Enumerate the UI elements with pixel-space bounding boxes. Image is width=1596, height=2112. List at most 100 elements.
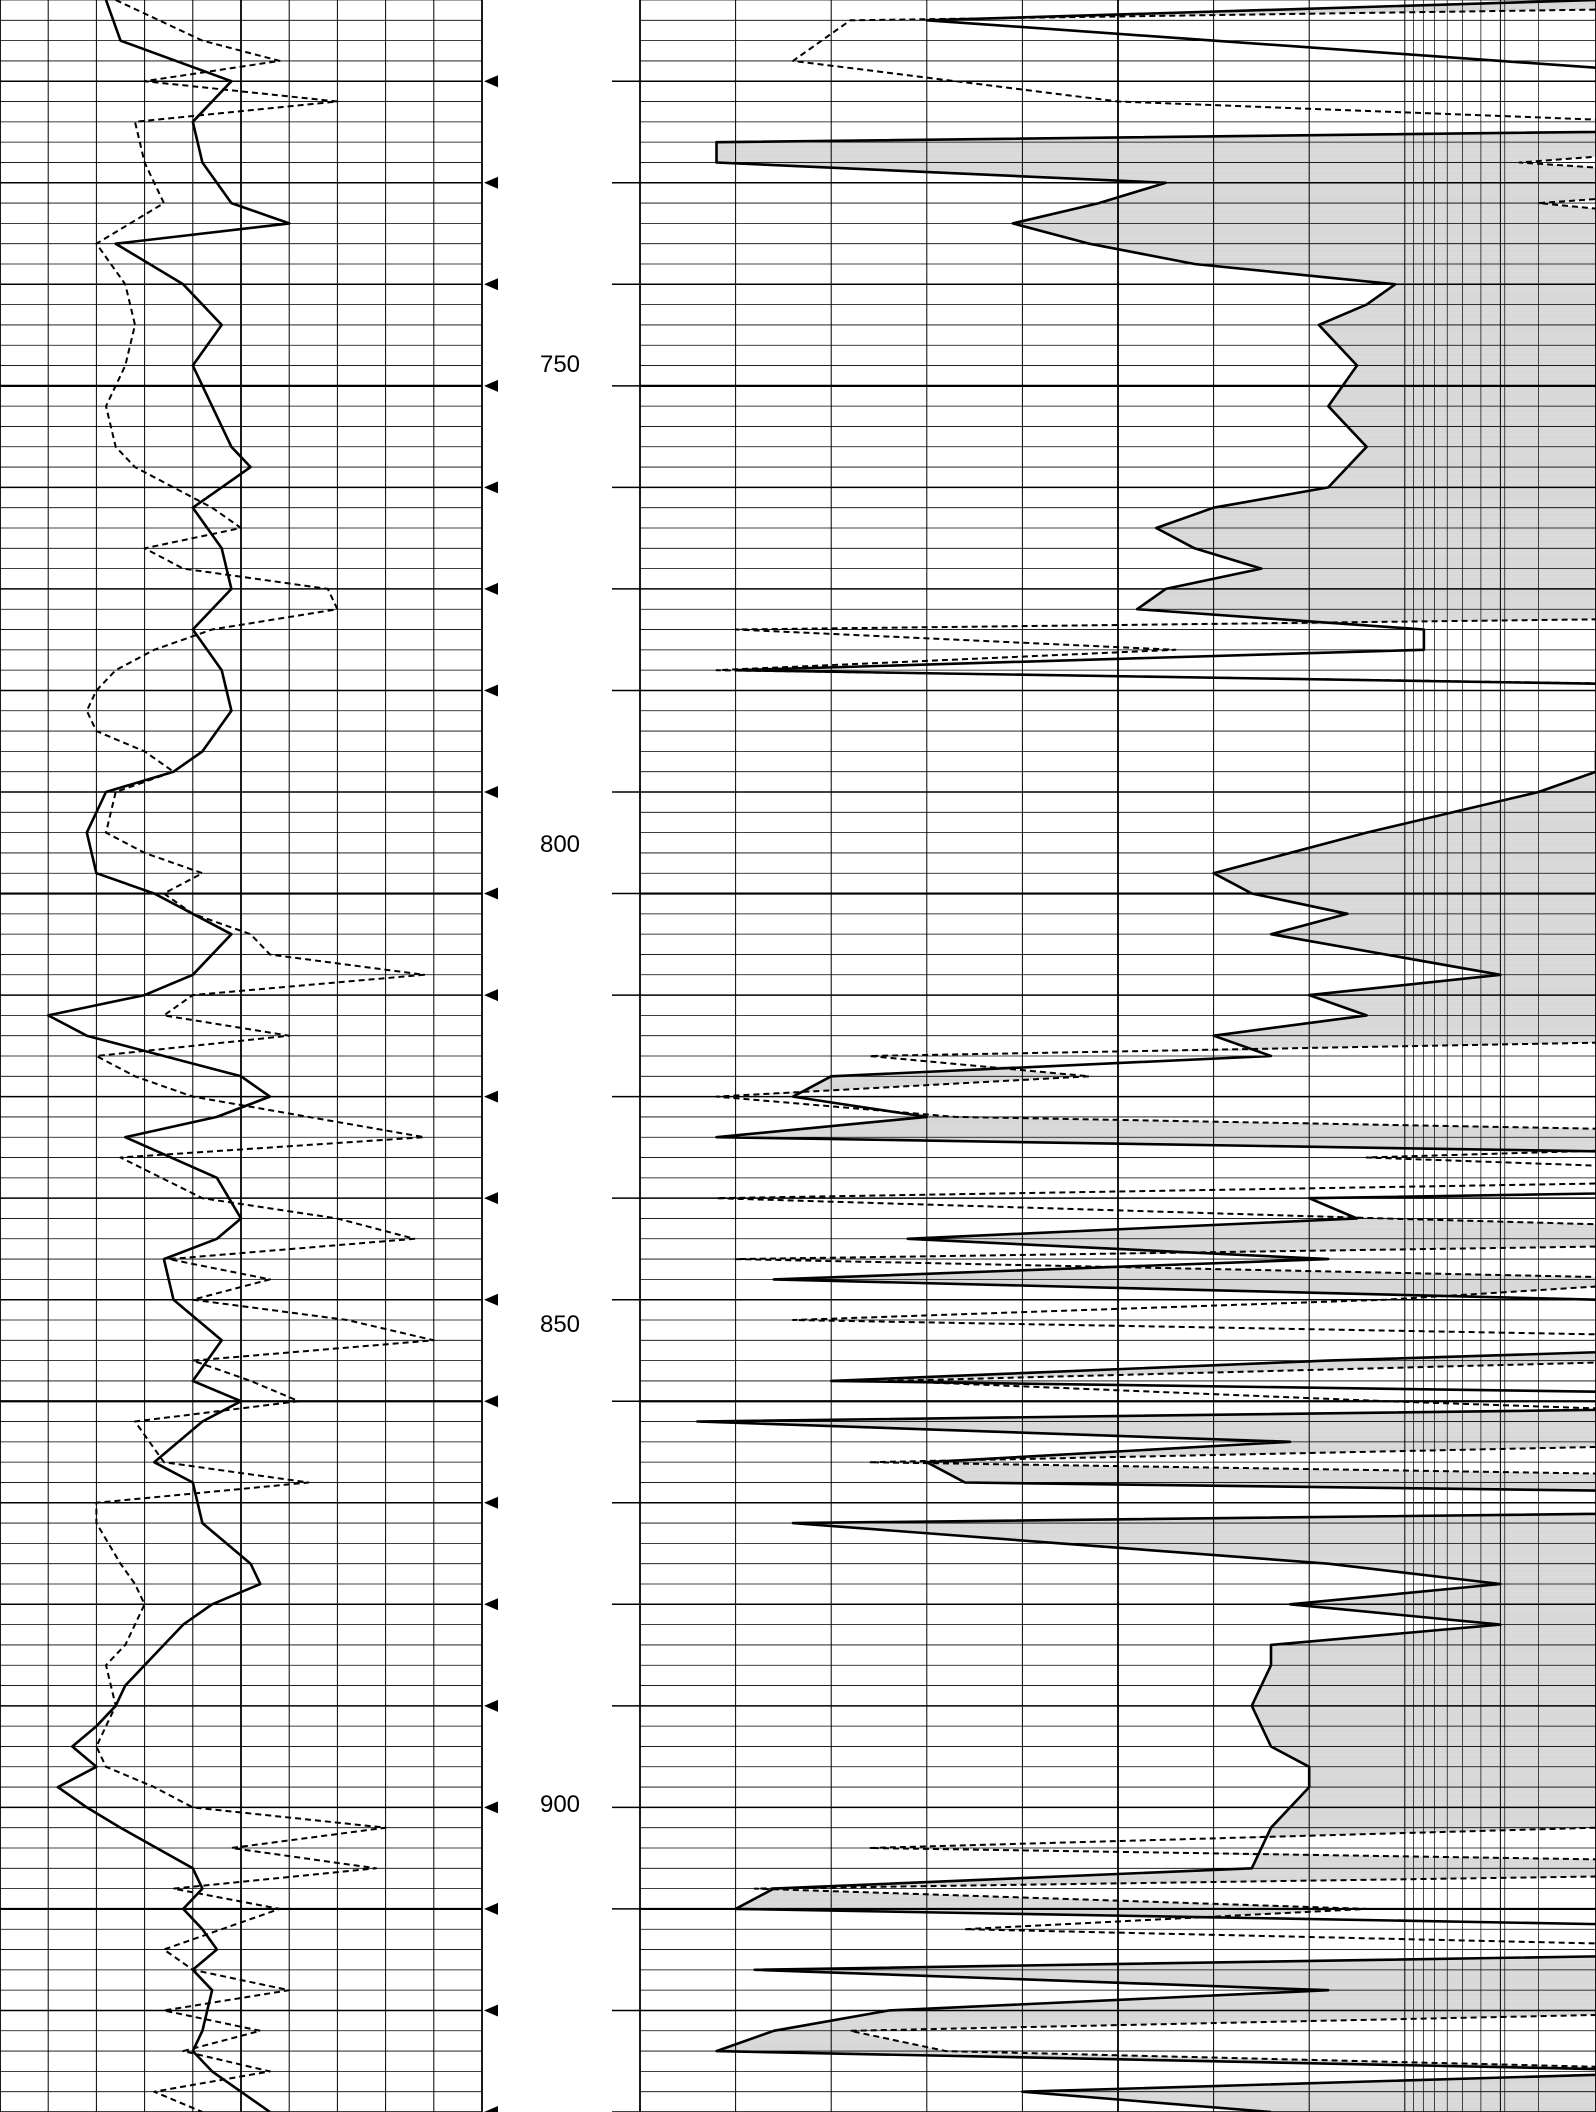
fill-segment [1066, 208, 1596, 211]
fill-segment [1076, 1228, 1596, 1232]
fill-segment [1270, 1660, 1596, 1663]
fill-segment [1275, 898, 1596, 902]
fill-segment [1108, 1997, 1596, 2001]
fill-segment [1170, 535, 1596, 539]
fill-segment [1155, 256, 1596, 259]
fill-segment [859, 2013, 1596, 2016]
fill-segment [1392, 1571, 1596, 1574]
fill-segment [1441, 812, 1596, 815]
fill-segment [1020, 1231, 1596, 1234]
fill-segment [1345, 352, 1596, 356]
fill-segment [1388, 825, 1596, 828]
fill-segment [1244, 616, 1596, 620]
fill-segment [1012, 220, 1596, 224]
fill-segment [1254, 1698, 1596, 1701]
fill-segment [1034, 215, 1596, 219]
fill-segment [1184, 1985, 1596, 1988]
fill-segment [742, 1132, 1596, 1135]
fill-segment [697, 1421, 1596, 1425]
fill-segment [1342, 312, 1596, 315]
fill-segment [1463, 807, 1596, 810]
fill-segment [1168, 258, 1596, 262]
fill-segment [1170, 520, 1596, 523]
fill-segment [1294, 1561, 1596, 1564]
depth-tick-marker [484, 1496, 498, 1509]
fill-segment [1158, 591, 1596, 594]
fill-segment [1251, 1865, 1596, 1869]
fill-segment [826, 1076, 1090, 1079]
fill-segment [997, 175, 1596, 178]
fill-segment [1309, 1774, 1596, 1777]
fill-segment [716, 1137, 1596, 1140]
fill-segment [1398, 822, 1596, 825]
fill-segment [1223, 868, 1596, 871]
fill-segment [1309, 1769, 1596, 1772]
fill-segment [1364, 446, 1596, 450]
fill-segment [1353, 368, 1596, 371]
depth-tick-marker [484, 1801, 498, 1814]
fill-segment [1457, 1578, 1596, 1582]
fill-segment [1354, 434, 1596, 437]
fill-segment [1285, 1754, 1596, 1757]
fill-segment [1333, 340, 1596, 343]
fill-segment [1256, 1693, 1596, 1696]
fill-segment [1506, 797, 1596, 800]
fill-segment [1344, 380, 1596, 384]
fill-segment [960, 1241, 1596, 1244]
fill-segment [1270, 1650, 1596, 1653]
fill-segment [1347, 355, 1596, 358]
fill-segment [1377, 827, 1596, 831]
fill-segment [1188, 1223, 1596, 1227]
fill-segment [1357, 987, 1596, 990]
fill-segment [1299, 1794, 1596, 1798]
fill-segment [1107, 198, 1596, 201]
fill-segment [1323, 1000, 1596, 1003]
depth-track: 750 800 850 900 [484, 75, 640, 2112]
fill-segment [1337, 390, 1596, 394]
fill-segment [1270, 934, 1596, 937]
fill-segment [1309, 1779, 1596, 1782]
fill-segment [1180, 540, 1596, 544]
fill-segment [1266, 1672, 1596, 1676]
fill-segment [769, 1129, 1596, 1133]
fill-segment [1218, 875, 1596, 879]
fill-segment [1253, 566, 1596, 569]
fill-segment [1342, 421, 1596, 424]
fill-segment [1194, 264, 1596, 267]
fill-segment [1349, 429, 1596, 432]
fill-segment [1108, 2086, 1596, 2090]
fill-segment [1267, 1738, 1596, 1742]
fill-segment [1236, 561, 1596, 564]
fill-segment [1357, 832, 1596, 836]
fill-segment [1242, 500, 1596, 503]
fill-segment [1486, 972, 1596, 975]
fill-segment [1364, 444, 1596, 447]
fill-segment [1244, 1441, 1596, 1445]
fill-segment [1215, 1439, 1596, 1442]
fill-segment [1141, 253, 1596, 257]
depth-tick-marker [484, 887, 498, 900]
fill-segment [1113, 1982, 1596, 1986]
fill-segment [1115, 248, 1596, 252]
fill-segment [716, 154, 1596, 158]
depth-tick-label: 750 [540, 351, 580, 378]
depth-tick-marker [484, 1090, 498, 1103]
fill-segment [1333, 479, 1596, 483]
fill-segment [1395, 1614, 1596, 1617]
depth-tick-marker [484, 2106, 498, 2112]
fill-segment [1414, 959, 1596, 963]
fill-segment [907, 1236, 1596, 1239]
fill-segment [1313, 941, 1596, 945]
depth-tick-marker [484, 1293, 498, 1306]
fill-segment [981, 1269, 1346, 1272]
fill-segment [1371, 951, 1596, 955]
fill-segment [876, 1281, 1596, 1285]
fill-segment [1347, 426, 1596, 429]
fill-segment [1285, 492, 1596, 495]
fill-segment [1192, 512, 1596, 516]
fill-segment [1263, 1731, 1596, 1734]
fill-segment [1256, 497, 1596, 501]
fill-segment [1290, 850, 1596, 853]
fill-segment [1270, 1657, 1596, 1661]
fill-segment [1127, 1548, 1596, 1551]
